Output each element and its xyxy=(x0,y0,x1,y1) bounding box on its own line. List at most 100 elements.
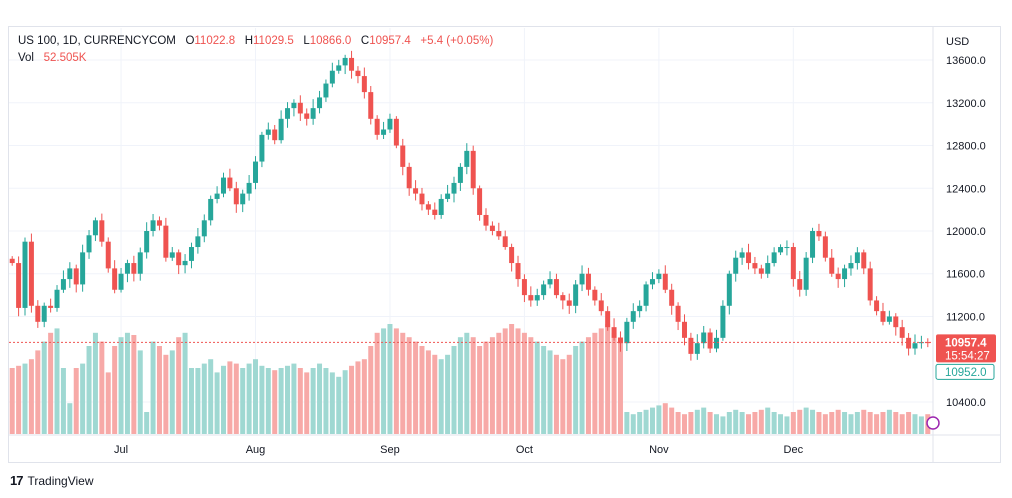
volume-bar xyxy=(521,332,527,434)
volume-bar xyxy=(246,363,252,434)
volume-bar xyxy=(80,363,86,434)
volume-bar xyxy=(400,332,406,434)
volume-bar xyxy=(560,359,566,434)
candle-body xyxy=(131,263,137,274)
time-axis[interactable]: Jul Aug Sep Oct Nov Dec xyxy=(114,444,804,456)
candle-body xyxy=(573,284,579,306)
time-tick-label: Sep xyxy=(380,444,400,456)
candle-body xyxy=(688,337,694,354)
candle-body xyxy=(169,252,175,258)
candle-body xyxy=(701,332,707,344)
candle-body xyxy=(534,295,540,301)
candle-body xyxy=(342,57,348,66)
candle-body xyxy=(502,236,508,248)
candle-body xyxy=(880,311,886,322)
volume-bar xyxy=(349,365,355,434)
volume-value: 52.505K xyxy=(43,52,87,64)
volume-bar xyxy=(509,324,515,434)
volume-bar xyxy=(617,337,623,434)
volume-bar xyxy=(842,412,848,434)
price-tick-label: 13600.0 xyxy=(946,55,986,67)
volume-bar xyxy=(585,337,591,434)
candle-body xyxy=(867,268,873,301)
candle-body xyxy=(726,273,732,306)
volume-bar xyxy=(553,354,559,434)
volume-bar xyxy=(566,354,572,434)
time-tick-label: Aug xyxy=(246,444,266,456)
volume-bar xyxy=(765,407,771,434)
candle-body xyxy=(419,193,425,205)
price-axis[interactable]: 13600.0 13200.0 12800.0 12400.0 12000.0 11600… xyxy=(946,55,986,409)
volume-bar xyxy=(714,414,720,434)
candle-body xyxy=(214,193,220,199)
candle-body xyxy=(336,65,342,71)
volume-bar xyxy=(22,363,28,434)
volume-bar xyxy=(643,409,649,434)
candle-body xyxy=(163,225,169,258)
candle-body xyxy=(733,257,739,274)
candle-body xyxy=(803,257,809,290)
high-value: 11029.5 xyxy=(253,35,294,47)
candle-body xyxy=(188,247,194,261)
candle-body xyxy=(643,284,649,306)
price-tick-label: 13200.0 xyxy=(946,98,986,110)
volume-bar xyxy=(432,354,438,434)
volume-bar xyxy=(413,341,419,434)
volume-bar xyxy=(406,337,412,434)
last-price-badge: 10957.4 15:54:27 xyxy=(936,334,996,363)
volume-bar xyxy=(893,412,899,434)
candle-body xyxy=(35,305,41,322)
volume-bar xyxy=(361,359,367,434)
volume-bar xyxy=(662,403,668,434)
footer-branding[interactable]: 17 TradingView xyxy=(10,473,94,488)
volume-bar xyxy=(912,414,918,434)
candle-body xyxy=(611,327,617,338)
candle-body xyxy=(361,76,367,93)
candle-body xyxy=(797,279,803,290)
candle-body xyxy=(874,300,880,312)
volume-bar xyxy=(739,412,745,434)
volume-bar xyxy=(150,341,156,434)
volume-bar xyxy=(92,332,98,434)
volume-bar xyxy=(534,341,540,434)
volume-bar xyxy=(323,368,329,434)
volume-bar xyxy=(105,372,111,434)
volume-bar xyxy=(387,324,393,434)
volume-bar xyxy=(880,412,886,434)
volume-bar xyxy=(336,376,342,434)
candle-body xyxy=(445,193,451,199)
volume-bar xyxy=(259,365,265,434)
candle-body xyxy=(438,198,444,215)
volume-bar xyxy=(733,409,739,434)
candle-body xyxy=(886,316,892,322)
volume-bar xyxy=(457,337,463,434)
volume-bar xyxy=(675,412,681,434)
tradingview-logo-icon: 17 xyxy=(10,473,24,488)
candle-body xyxy=(457,166,463,183)
ohlc-legend: US 100, 1D, CURRENCYCOM O11022.8 H11029.… xyxy=(18,35,493,47)
candle-body xyxy=(560,295,566,301)
volume-bar xyxy=(758,409,764,434)
volume-bar xyxy=(681,414,687,434)
candle-body xyxy=(105,241,111,269)
scroll-handle-icon[interactable] xyxy=(926,416,940,430)
volume-bar xyxy=(605,324,611,434)
volume-bar xyxy=(329,372,335,434)
price-tick-label: 11200.0 xyxy=(946,311,985,323)
candle-body xyxy=(758,268,764,274)
volume-bar xyxy=(778,414,784,434)
volume-bar xyxy=(720,416,726,434)
secondary-price-badge: 10952.0 xyxy=(935,363,995,380)
volume-bar xyxy=(918,416,924,434)
candle-body xyxy=(285,108,291,119)
volume-bar xyxy=(886,409,892,434)
volume-bar xyxy=(240,368,246,434)
candle-body xyxy=(355,70,361,77)
open-label: O xyxy=(185,35,195,47)
volume-legend: Vol 52.505K xyxy=(18,52,86,64)
last-price-value: 10957.4 xyxy=(945,337,987,349)
volume-bar xyxy=(592,332,598,434)
countdown-value: 15:54:27 xyxy=(945,350,990,362)
volume-bar xyxy=(701,407,707,434)
